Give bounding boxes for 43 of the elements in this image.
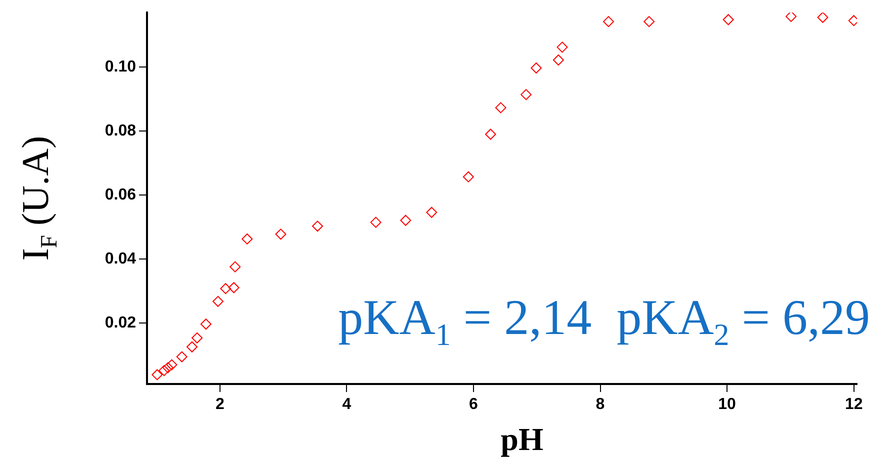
- point: [722, 14, 734, 26]
- point: [552, 54, 564, 66]
- point: [228, 282, 240, 294]
- point: [426, 206, 438, 218]
- x-axis-title: pH: [500, 421, 544, 457]
- point: [520, 89, 532, 100]
- point: [212, 296, 224, 307]
- y-tick-label: 0.10: [104, 58, 136, 76]
- point: [220, 283, 232, 294]
- y-tick-label: 0.02: [104, 314, 136, 332]
- point: [186, 341, 198, 352]
- point: [162, 362, 174, 374]
- x-tick-label: 2: [215, 396, 224, 414]
- point: [644, 16, 655, 28]
- point: [817, 12, 828, 23]
- point: [530, 62, 542, 74]
- x-tick-label: 12: [844, 396, 863, 414]
- point: [462, 171, 474, 182]
- point: [230, 261, 241, 272]
- y-axis-title: IF (U.A): [15, 136, 62, 261]
- point: [312, 220, 324, 232]
- y-tick-label: 0.04: [104, 250, 136, 268]
- point: [275, 228, 286, 240]
- point: [152, 369, 163, 380]
- y-tick-label: 0.06: [104, 186, 136, 204]
- point: [176, 351, 188, 362]
- point: [158, 365, 170, 376]
- x-tick-label: 6: [469, 396, 478, 414]
- point: [485, 128, 496, 140]
- x-tick-label: 4: [342, 396, 352, 414]
- point: [192, 332, 203, 344]
- point: [556, 42, 568, 53]
- point: [603, 16, 614, 28]
- y-tick-label: 0.08: [104, 122, 136, 140]
- point: [370, 216, 382, 228]
- point: [495, 102, 506, 114]
- point: [166, 359, 178, 370]
- x-tick-label: 10: [718, 396, 736, 414]
- point: [400, 214, 412, 226]
- point: [242, 233, 253, 244]
- point: [200, 318, 212, 330]
- point: [786, 12, 797, 22]
- x-tick-label: 8: [596, 396, 605, 414]
